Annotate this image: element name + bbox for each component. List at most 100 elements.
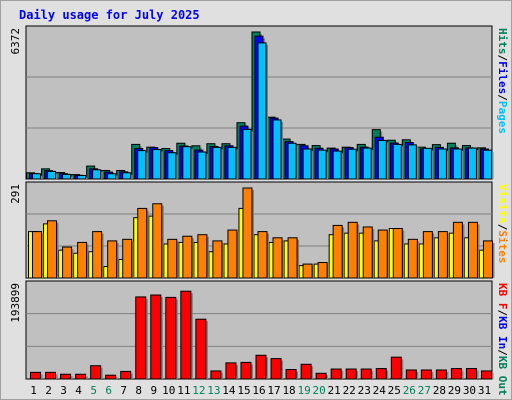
bar-top-pages-9 [152,148,162,180]
axis-label-part-bot-3: / [496,349,509,356]
ymax-label-bot: 193899 [9,283,22,323]
x-tick-label-2: 2 [45,384,52,397]
bar-top-pages-31 [482,149,492,180]
bar-mid-sites-17 [272,237,283,279]
bar-top-pages-6 [107,173,117,180]
bar-top-pages-21 [332,150,342,180]
bar-top-pages-24 [377,139,387,180]
bar-mid-sites-24 [377,229,388,279]
x-tick-label-27: 27 [418,384,431,397]
bar-mid-sites-20 [317,262,328,279]
bar-top-pages-18 [287,142,297,180]
bar-bot-kb-f-5 [90,365,102,380]
x-tick-label-6: 6 [105,384,112,397]
bar-mid-sites-27 [422,231,433,279]
x-tick-label-30: 30 [463,384,476,397]
bar-mid-sites-13 [212,240,223,279]
bar-bot-kb-f-16 [255,354,267,380]
x-tick-label-12: 12 [192,384,205,397]
axis-label-part-top-2: Files [496,61,509,94]
bar-bot-kb-f-12 [195,318,207,380]
bar-bot-kb-f-10 [165,296,177,380]
bar-bot-kb-f-15 [240,361,252,380]
bar-bot-kb-f-30 [465,368,477,380]
bar-mid-sites-11 [182,235,193,279]
bar-bot-kb-f-6 [105,374,117,380]
x-tick-label-1: 1 [30,384,37,397]
bar-mid-sites-2 [47,220,58,279]
bar-bot-kb-f-24 [375,368,387,380]
axis-label-part-top-4: Pages [496,101,509,134]
bar-mid-sites-12 [197,234,208,279]
bar-top-pages-4 [77,175,87,180]
bar-mid-sites-30 [467,221,478,279]
bar-mid-sites-3 [62,246,73,279]
bar-bot-kb-f-27 [420,369,432,380]
bar-mid-sites-26 [407,238,418,279]
x-tick-label-20: 20 [313,384,326,397]
bar-bot-kb-f-25 [390,356,402,380]
x-tick-label-18: 18 [282,384,295,397]
x-tick-label-10: 10 [162,384,175,397]
bar-bot-kb-f-13 [210,370,222,380]
bar-mid-sites-16 [257,231,268,279]
bar-top-pages-27 [422,147,432,180]
bar-top-pages-14 [227,146,237,180]
x-tick-label-31: 31 [478,384,491,397]
bar-mid-sites-25 [392,228,403,279]
bar-bot-kb-f-4 [75,373,87,380]
x-tick-label-29: 29 [448,384,461,397]
axis-label-bot: KB F/KB In/KB Out [496,283,509,396]
bar-mid-sites-19 [302,263,313,279]
bar-bot-kb-f-18 [285,369,297,380]
bar-top-pages-10 [167,152,177,180]
bar-top-pages-22 [347,148,357,180]
bar-bot-kb-f-20 [315,372,327,380]
bar-bot-kb-f-7 [120,370,132,380]
x-tick-label-11: 11 [177,384,190,397]
bar-mid-sites-4 [77,241,88,279]
bar-top-pages-15 [242,128,252,180]
bar-mid-sites-22 [347,221,358,279]
x-tick-label-17: 17 [267,384,280,397]
x-tick-label-7: 7 [120,384,127,397]
bar-bot-kb-f-31 [480,370,492,380]
bar-bot-kb-f-19 [300,363,312,380]
bar-bot-kb-f-2 [45,371,57,380]
bar-bot-kb-f-21 [330,368,342,380]
axis-label-part-mid-0: Visits [496,184,509,224]
x-tick-label-21: 21 [328,384,341,397]
bar-mid-sites-15 [242,187,253,279]
axis-label-mid: Visits/Sites [496,184,509,264]
axis-label-part-top-0: Hits [496,28,509,55]
bar-mid-sites-21 [332,224,343,279]
x-tick-label-25: 25 [388,384,401,397]
bar-top-pages-8 [137,150,147,180]
x-tick-label-5: 5 [90,384,97,397]
bar-mid-sites-23 [362,226,373,279]
bar-top-pages-28 [437,148,447,180]
x-tick-label-28: 28 [433,384,446,397]
bar-mid-sites-29 [452,221,463,279]
x-tick-label-3: 3 [60,384,67,397]
bar-top-pages-13 [212,146,222,180]
chart-title: Daily usage for July 2025 [19,8,200,22]
x-tick-label-23: 23 [358,384,371,397]
x-tick-label-16: 16 [252,384,265,397]
bar-bot-kb-f-3 [60,373,72,380]
bar-top-pages-30 [467,147,477,180]
ymax-label-mid: 291 [9,184,22,204]
bar-top-pages-20 [317,149,327,180]
axis-label-part-top-3: / [496,94,509,101]
bar-top-pages-5 [92,169,102,180]
bar-bot-kb-f-22 [345,368,357,380]
bar-mid-sites-28 [437,231,448,279]
bar-top-pages-2 [47,170,57,180]
axis-label-top: Hits/Files/Pages [496,28,509,134]
x-tick-label-24: 24 [373,384,387,397]
bar-mid-sites-5 [92,231,103,279]
x-tick-label-19: 19 [297,384,310,397]
bar-bot-kb-f-8 [135,296,147,380]
